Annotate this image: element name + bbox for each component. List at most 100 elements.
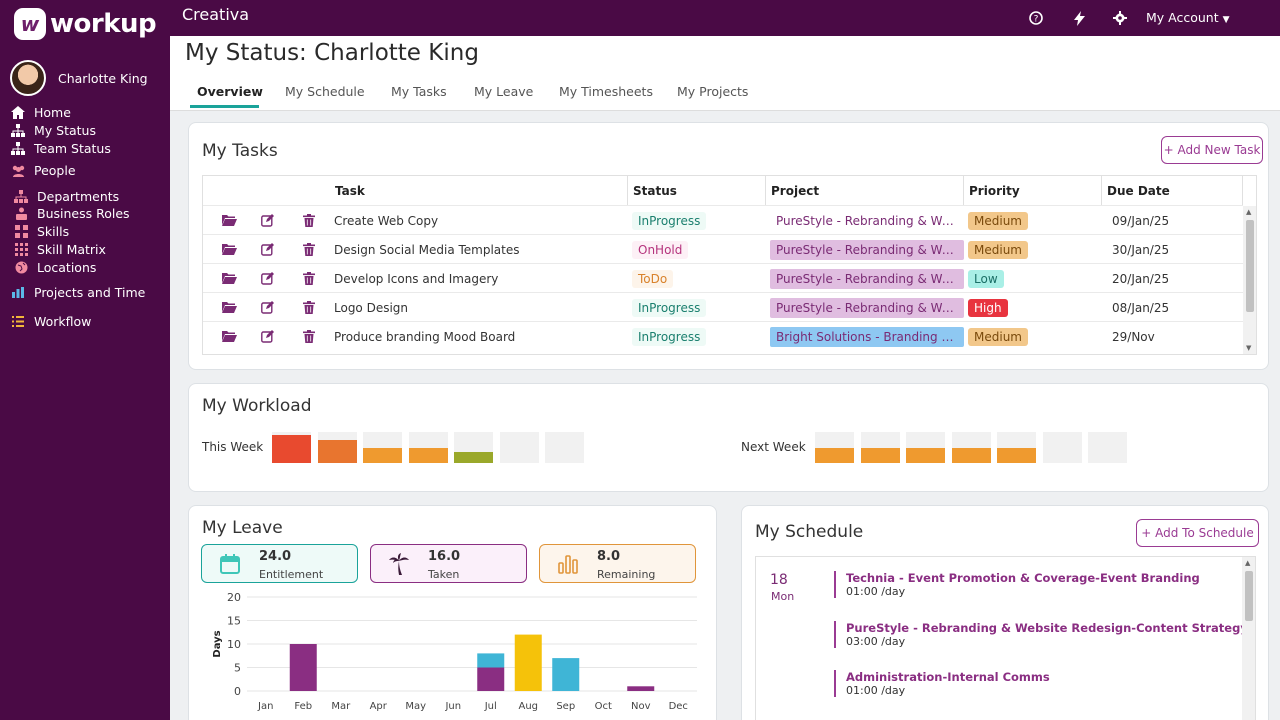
table-row[interactable]: Develop Icons and Imagery ToDo PureStyle… <box>203 263 1243 292</box>
actions-column-header <box>203 176 330 206</box>
task-name: Develop Icons and Imagery <box>334 271 499 286</box>
status-column-header[interactable]: Status <box>628 176 766 206</box>
folder-icon[interactable] <box>221 328 237 344</box>
project-label[interactable]: PureStyle - Rebranding & Website Redesig… <box>770 268 964 289</box>
sidebar-item-skill-matrix[interactable]: Skill Matrix <box>13 242 106 257</box>
task-column-header[interactable]: Task <box>330 176 628 206</box>
trash-icon[interactable] <box>301 241 317 257</box>
remaining-stat: 8.0 Remaining <box>539 544 696 583</box>
edit-icon[interactable] <box>259 212 275 228</box>
y-axis-label: Days <box>212 630 223 657</box>
project-label[interactable]: Bright Solutions - Branding Campaign <box>770 326 964 347</box>
tab-my-tasks[interactable]: My Tasks <box>391 84 447 99</box>
entitlement-stat: 24.0 Entitlement <box>201 544 358 583</box>
lightning-icon[interactable] <box>1070 9 1088 27</box>
entitlement-label: Entitlement <box>259 568 324 581</box>
workup-logo[interactable]: w workup <box>14 8 157 40</box>
folder-icon[interactable] <box>221 241 237 257</box>
x-tick-label: Sep <box>556 701 575 712</box>
page-header: My Status: Charlotte King Overview My Sc… <box>170 36 1280 111</box>
tasks-scrollbar[interactable]: ▲ ▼ <box>1243 206 1256 354</box>
taken-value: 16.0 <box>428 549 461 564</box>
my-account-menu[interactable]: My Account ▼ <box>1146 10 1230 25</box>
workload-fill <box>815 448 854 463</box>
edit-icon[interactable] <box>259 241 275 257</box>
folder-icon[interactable] <box>221 212 237 228</box>
sidebar-item-label: Locations <box>37 260 97 275</box>
gear-icon[interactable] <box>1111 9 1129 27</box>
project-label[interactable]: PureStyle - Rebranding & Website Redesig… <box>770 297 964 318</box>
schedule-entry[interactable]: PureStyle - Rebranding & Website Redesig… <box>834 621 1255 648</box>
priority-column-header[interactable]: Priority <box>964 176 1102 206</box>
workload-day-bar <box>951 432 991 463</box>
department-icon <box>13 190 29 204</box>
edit-icon[interactable] <box>259 270 275 286</box>
schedule-entry-title: Technia - Event Promotion & Coverage-Eve… <box>846 571 1200 585</box>
due-date: 29/Nov <box>1112 329 1155 344</box>
schedule-scrollbar[interactable]: ▲ <box>1242 557 1255 720</box>
taken-stat: 16.0 Taken <box>370 544 527 583</box>
schedule-entry[interactable]: Technia - Event Promotion & Coverage-Eve… <box>834 571 1200 598</box>
table-row[interactable]: Logo Design InProgress PureStyle - Rebra… <box>203 292 1243 321</box>
sidebar-item-departments[interactable]: Departments <box>13 189 119 204</box>
sidebar-item-locations[interactable]: Locations <box>13 260 96 275</box>
workload-day-bar <box>1088 432 1127 463</box>
table-row[interactable]: Create Web Copy InProgress PureStyle - R… <box>203 205 1243 234</box>
edit-icon[interactable] <box>259 299 275 315</box>
sidebar-item-business-roles[interactable]: Business Roles <box>13 206 130 221</box>
add-to-schedule-button[interactable]: + Add To Schedule <box>1136 519 1259 547</box>
sidebar-item-label: Workflow <box>34 314 92 329</box>
project-cell: PureStyle - Rebranding & Website Redesig… <box>770 293 964 322</box>
my-tasks-card: My Tasks + Add New Task Task Status Proj… <box>188 122 1269 370</box>
sidebar-item-label: Departments <box>37 189 120 204</box>
status-badge: InProgress <box>632 298 707 317</box>
x-tick-label: Feb <box>294 701 312 712</box>
sidebar-item-label: Skill Matrix <box>37 242 106 257</box>
folder-icon[interactable] <box>221 299 237 315</box>
tab-overview[interactable]: Overview <box>197 84 263 99</box>
x-tick-label: Nov <box>631 701 651 712</box>
sidebar-item-my-status[interactable]: My Status <box>10 123 96 138</box>
project-label[interactable]: PureStyle - Rebranding & Website Redesig… <box>770 210 964 231</box>
scroll-down-icon[interactable]: ▼ <box>1246 344 1252 352</box>
project-column-header[interactable]: Project <box>766 176 964 206</box>
edit-icon[interactable] <box>259 328 275 344</box>
sidebar-item-team-status[interactable]: Team Status <box>10 141 111 156</box>
help-icon[interactable]: ? <box>1027 9 1045 27</box>
add-new-task-button[interactable]: + Add New Task <box>1161 136 1263 164</box>
svg-text:?: ? <box>1034 15 1039 25</box>
scroll-up-icon[interactable]: ▲ <box>1246 208 1252 216</box>
trash-icon[interactable] <box>301 270 317 286</box>
next-week-label: Next Week <box>741 440 806 454</box>
folder-icon[interactable] <box>221 270 237 286</box>
workload-fill <box>951 448 991 463</box>
trash-icon[interactable] <box>301 328 317 344</box>
status-badge: ToDo <box>632 269 674 288</box>
tab-my-timesheets[interactable]: My Timesheets <box>559 84 653 99</box>
due-date-column-header[interactable]: Due Date <box>1102 176 1243 206</box>
x-tick-label: Oct <box>595 701 612 712</box>
user-profile[interactable]: Charlotte King <box>10 60 148 96</box>
schedule-weekday: Mon <box>771 590 795 603</box>
sidebar-item-people[interactable]: People <box>10 163 76 178</box>
sidebar-item-home[interactable]: Home <box>10 105 71 120</box>
scroll-up-icon[interactable]: ▲ <box>1245 559 1251 567</box>
bar-chart-icon <box>10 286 26 300</box>
tab-my-schedule[interactable]: My Schedule <box>285 84 365 99</box>
org-chart-icon <box>10 124 26 138</box>
tab-my-projects[interactable]: My Projects <box>677 84 749 99</box>
scroll-thumb[interactable] <box>1245 571 1253 621</box>
trash-icon[interactable] <box>301 212 317 228</box>
sidebar-item-workflow[interactable]: Workflow <box>10 314 91 329</box>
table-row[interactable]: Design Social Media Templates OnHold Pur… <box>203 234 1243 263</box>
trash-icon[interactable] <box>301 299 317 315</box>
sidebar-item-projects-and-time[interactable]: Projects and Time <box>10 285 145 300</box>
schedule-entry[interactable]: Administration-Internal Comms 01:00 /day <box>834 670 1050 697</box>
remaining-label: Remaining <box>597 568 656 581</box>
tab-my-leave[interactable]: My Leave <box>474 84 534 99</box>
scroll-thumb[interactable] <box>1246 220 1254 312</box>
table-row[interactable]: Produce branding Mood Board InProgress B… <box>203 321 1243 350</box>
sidebar-item-skills[interactable]: Skills <box>13 224 69 239</box>
project-cell: PureStyle - Rebranding & Website Redesig… <box>770 235 964 264</box>
project-label[interactable]: PureStyle - Rebranding & Website Redesig… <box>770 239 964 260</box>
